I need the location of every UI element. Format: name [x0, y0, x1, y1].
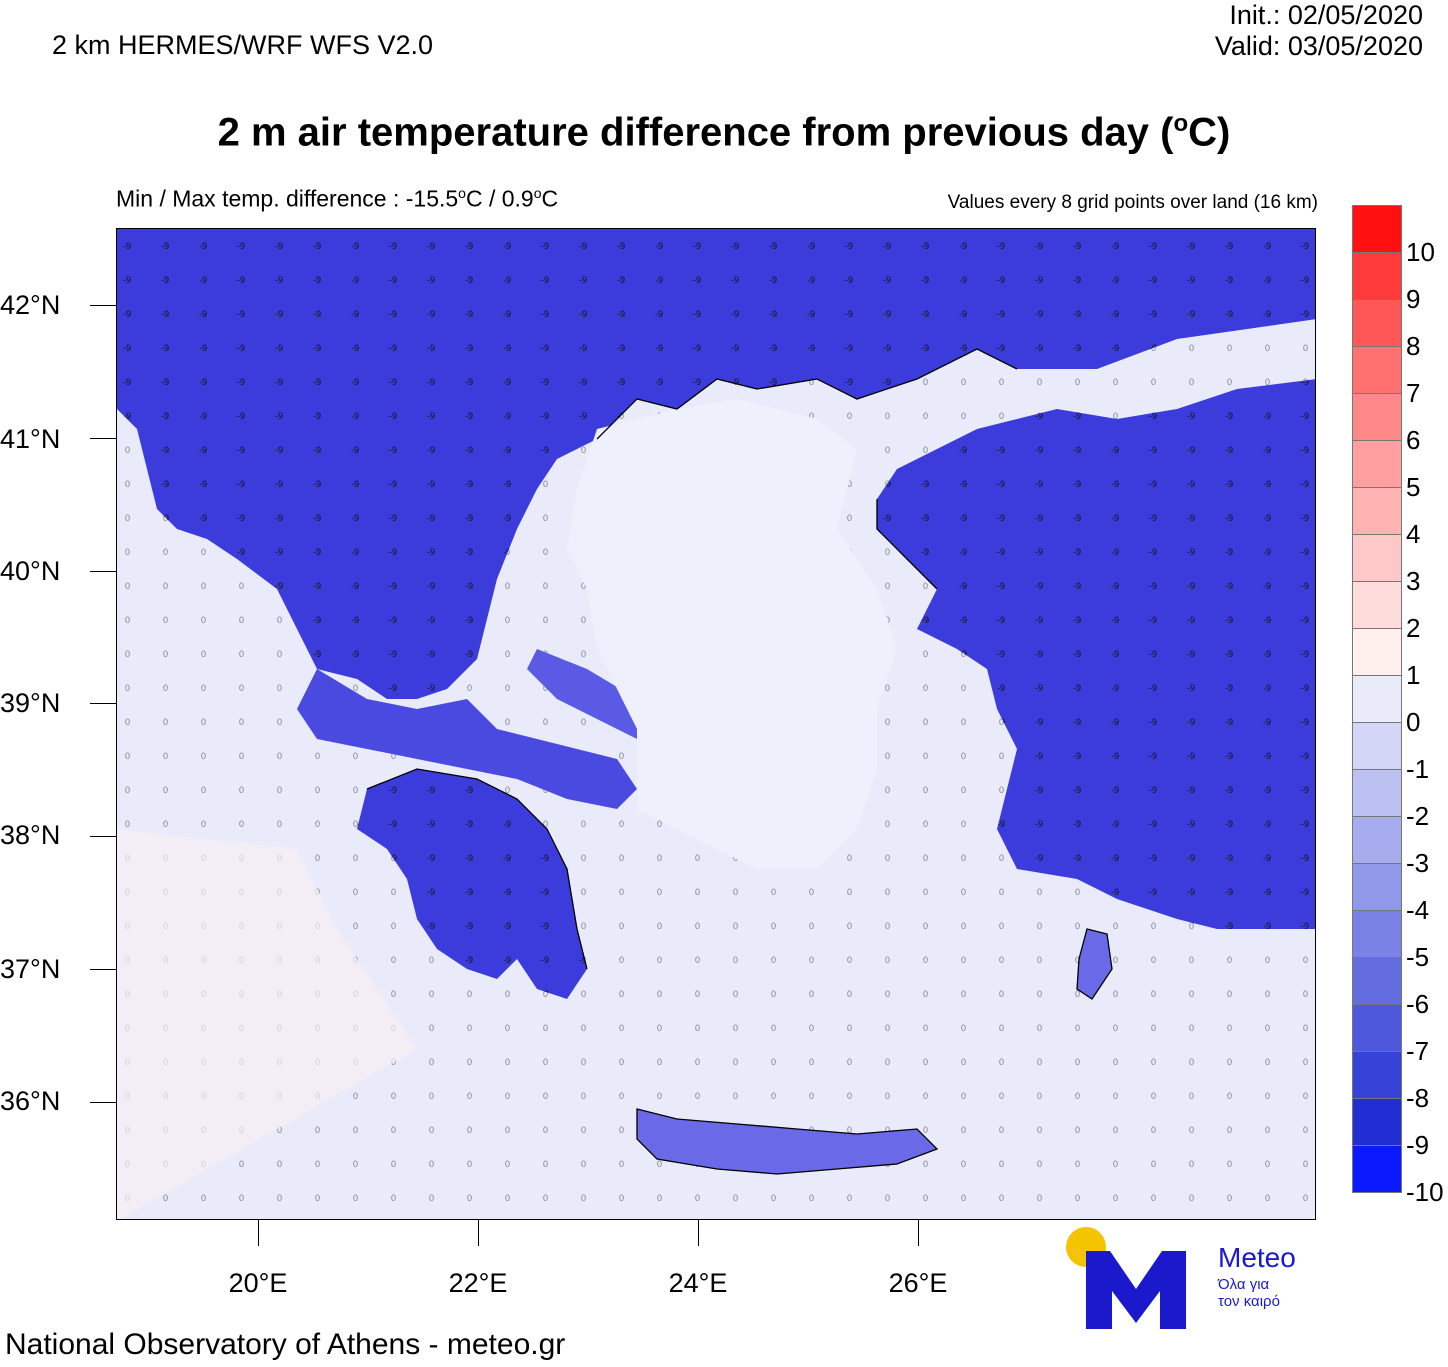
land-values-balkans — [117, 229, 1315, 699]
lat-tick — [90, 438, 116, 439]
colorbar-cell — [1352, 722, 1402, 769]
lon-label-22: 22°E — [448, 1268, 508, 1298]
land-central-greece — [297, 669, 637, 809]
lon-tick — [478, 1220, 479, 1246]
colorbar-label: 4 — [1406, 519, 1421, 549]
colorbar-cell — [1352, 581, 1402, 628]
map-svg: -9 0 — [117, 229, 1315, 1219]
lat-tick — [90, 969, 116, 970]
lon-tick — [698, 1220, 699, 1246]
colorbar-label: -9 — [1406, 1130, 1430, 1160]
colorbar-label: 8 — [1406, 331, 1421, 361]
lat-tick — [90, 703, 116, 704]
colorbar-label: -4 — [1406, 895, 1430, 925]
land-values-turkey — [877, 379, 1315, 929]
colorbar-label: 1 — [1406, 660, 1421, 690]
date-block: Init.: 02/05/2020 Valid: 03/05/2020 — [1215, 0, 1423, 62]
colorbar-cell — [1352, 816, 1402, 863]
lon-tick — [258, 1220, 259, 1246]
colorbar-label: -10 — [1406, 1177, 1444, 1207]
colorbar-cell — [1352, 1004, 1402, 1051]
logo-subtitle-line2: τον καιρό — [1218, 1293, 1280, 1310]
lat-tick — [90, 1102, 116, 1103]
colorbar-label: -6 — [1406, 989, 1430, 1019]
lon-tick — [918, 1220, 919, 1246]
lat-label-37: 37°N — [0, 954, 61, 984]
colorbar-label: 9 — [1406, 284, 1421, 314]
lat-tick — [90, 836, 116, 837]
minmax-degree-1: o — [458, 185, 466, 201]
colorbar-label: 2 — [1406, 613, 1421, 643]
colorbar-cell — [1352, 487, 1402, 534]
model-name: 2 km HERMES/WRF WFS V2.0 — [52, 30, 434, 60]
land-crete — [637, 1109, 937, 1174]
colorbar-label: -5 — [1406, 942, 1430, 972]
colorbar-cell — [1352, 1145, 1402, 1193]
title-degree: o — [1173, 110, 1189, 137]
footer-credit: National Observatory of Athens - meteo.g… — [5, 1328, 566, 1361]
colorbar-cell — [1352, 534, 1402, 581]
minmax-end: C — [541, 185, 559, 212]
colorbar-cell — [1352, 205, 1402, 252]
colorbar-cell — [1352, 1051, 1402, 1098]
minmax-degree-2: o — [533, 185, 542, 201]
lon-label-26: 26°E — [888, 1268, 948, 1298]
colorbar — [1352, 205, 1402, 1193]
colorbar-label: -8 — [1406, 1083, 1430, 1113]
minmax-text: Min / Max temp. difference : -15.5oC / 0… — [116, 185, 558, 213]
colorbar-cell — [1352, 769, 1402, 816]
lat-tick — [90, 571, 116, 572]
coastlines — [366, 348, 1113, 1175]
map-panel: -9 0 — [116, 228, 1316, 1220]
colorbar-label: 10 — [1406, 237, 1435, 267]
colorbar-cell — [1352, 299, 1402, 346]
m-logo-icon — [1086, 1251, 1186, 1329]
logo-wordmark: Meteo — [1218, 1242, 1296, 1273]
lon-label-24: 24°E — [668, 1268, 728, 1298]
colorbar-label: 5 — [1406, 472, 1421, 502]
lat-label-42: 42°N — [0, 290, 61, 320]
land-values-peloponnese — [357, 769, 587, 999]
logo-subtitle-line1: Όλα για — [1218, 1276, 1270, 1293]
meteo-logo — [1066, 1227, 1186, 1329]
ionian-sea — [117, 829, 417, 1219]
init-date: Init.: 02/05/2020 — [1229, 0, 1423, 30]
land-evia — [527, 649, 657, 739]
lat-label-39: 39°N — [0, 688, 61, 718]
lat-label-40: 40°N — [0, 556, 61, 586]
minmax-prefix: Min / Max temp. difference : -15.5 — [116, 185, 459, 212]
aegean-sea — [567, 399, 897, 869]
colorbar-label: 0 — [1406, 707, 1421, 737]
colorbar-cell — [1352, 957, 1402, 1004]
valid-date: Valid: 03/05/2020 — [1214, 31, 1423, 61]
colorbar-label: 6 — [1406, 425, 1421, 455]
colorbar-label: -2 — [1406, 801, 1430, 831]
values-note: Values every 8 grid points over land (16… — [947, 192, 1318, 213]
colorbar-cell — [1352, 252, 1402, 299]
logo-subtitle: Όλα για τον καιρό — [1218, 1276, 1280, 1310]
colorbar-cell — [1352, 346, 1402, 393]
colorbar-cell — [1352, 440, 1402, 487]
colorbar-label: 3 — [1406, 566, 1421, 596]
title-text: 2 m air temperature difference from prev… — [217, 110, 1174, 155]
lat-label-41: 41°N — [0, 424, 61, 454]
colorbar-cell — [1352, 393, 1402, 440]
colorbar-cell — [1352, 863, 1402, 910]
lat-tick — [90, 305, 116, 306]
title-unit: C) — [1188, 110, 1231, 155]
minmax-mid: C / 0.9 — [465, 185, 534, 212]
lat-label-38: 38°N — [0, 820, 61, 850]
colorbar-cell — [1352, 1098, 1402, 1145]
colorbar-cell — [1352, 675, 1402, 722]
colorbar-label: -1 — [1406, 754, 1430, 784]
lon-label-20: 20°E — [228, 1268, 288, 1298]
map-title: 2 m air temperature difference from prev… — [0, 110, 1448, 155]
lat-label-36: 36°N — [0, 1086, 61, 1116]
colorbar-cell — [1352, 628, 1402, 675]
colorbar-label: -3 — [1406, 848, 1430, 878]
colorbar-label: 7 — [1406, 378, 1421, 408]
colorbar-cell — [1352, 910, 1402, 957]
colorbar-label: -7 — [1406, 1036, 1430, 1066]
